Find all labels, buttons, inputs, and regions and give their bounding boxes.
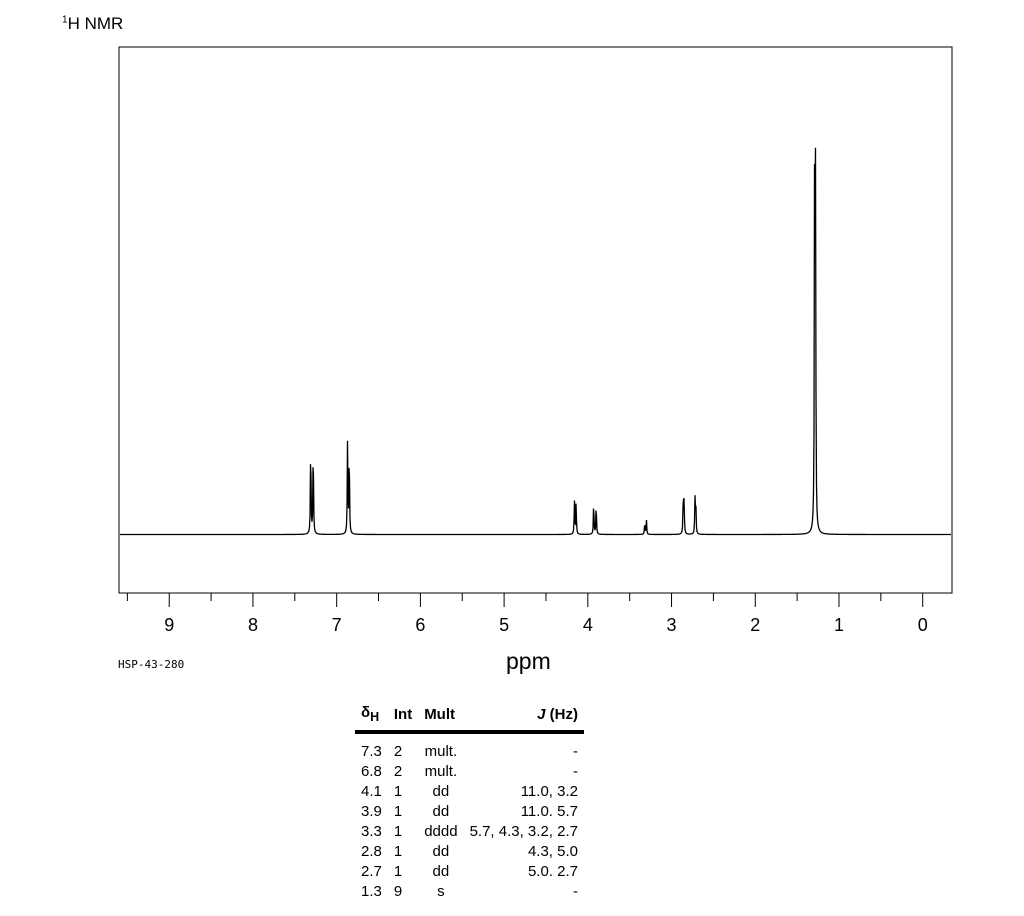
x-tick-label: 9 <box>164 615 174 635</box>
x-tick-label: 4 <box>583 615 593 635</box>
cell-j: 5.7, 4.3, 3.2, 2.7 <box>469 823 578 840</box>
cell-shift: 3.9 <box>361 803 382 820</box>
x-tick-label: 6 <box>415 615 425 635</box>
table-row: 6.8 2 mult. - <box>355 762 584 782</box>
cell-shift: 2.8 <box>361 843 382 860</box>
x-tick-label: 8 <box>248 615 258 635</box>
cell-mult: dd <box>432 803 450 820</box>
peak-table: δH Int Mult J (Hz) 7.3 2 mult. - 6.8 2 mult. - 4… <box>355 704 584 902</box>
cell-j: - <box>572 763 578 780</box>
table-row: 1.3 9 s - <box>355 882 584 902</box>
table-row: 2.8 1 dd 4.3, 5.0 <box>355 842 584 862</box>
header-int: Int <box>387 704 419 734</box>
cell-shift: 3.3 <box>361 823 382 840</box>
cell-shift: 2.7 <box>361 863 382 880</box>
title-text: H NMR <box>67 14 124 33</box>
sample-id: HSP-43-280 <box>118 658 185 671</box>
cell-int: 2 <box>393 743 403 760</box>
cell-j: - <box>572 743 578 760</box>
table-row: 7.3 2 mult. - <box>355 732 584 762</box>
x-tick-label: 5 <box>499 615 509 635</box>
x-tick-label: 1 <box>834 615 844 635</box>
header-shift-symbol: δ <box>361 704 371 721</box>
x-tick-label: 7 <box>332 615 342 635</box>
x-axis-label: ppm <box>506 648 551 674</box>
header-j-unit: (Hz) <box>545 705 578 723</box>
cell-mult: s <box>437 883 445 900</box>
cell-int: 1 <box>393 863 403 880</box>
header-j: J (Hz) <box>463 704 584 734</box>
title-superscript: 1 <box>62 14 68 26</box>
cell-mult: dd <box>432 783 450 800</box>
table-row: 2.7 1 dd 5.0. 2.7 <box>355 862 584 882</box>
x-tick-label: 2 <box>750 615 760 635</box>
cell-int: 1 <box>393 823 403 840</box>
cell-j: 5.0. 2.7 <box>527 863 578 880</box>
header-shift-subscript: H <box>370 710 380 724</box>
header-mult: Mult <box>418 704 464 734</box>
cell-int: 2 <box>393 763 403 780</box>
cell-int: 9 <box>393 883 403 900</box>
header-shift: δH <box>355 704 388 734</box>
cell-int: 1 <box>393 783 403 800</box>
cell-j: 4.3, 5.0 <box>527 843 578 860</box>
nmr-spectrum: 9 8 7 6 5 4 3 2 1 0 <box>118 46 953 635</box>
cell-int: 1 <box>393 803 403 820</box>
header-j-symbol: J <box>537 705 546 723</box>
chart-title: 1H NMR <box>62 14 123 34</box>
cell-shift: 1.3 <box>361 883 382 900</box>
x-tick-label: 0 <box>918 615 928 635</box>
cell-mult: dddd <box>424 823 458 840</box>
cell-shift: 7.3 <box>361 743 382 760</box>
cell-j: - <box>572 883 578 900</box>
cell-j: 11.0, 3.2 <box>520 783 578 800</box>
table-body: 7.3 2 mult. - 6.8 2 mult. - 4.1 1 dd 11.0, 3.2 3.9 1 d… <box>355 732 584 902</box>
cell-mult: mult. <box>424 743 458 760</box>
x-tick-label: 3 <box>667 615 677 635</box>
plot-frame <box>118 46 953 594</box>
cell-shift: 6.8 <box>361 763 382 780</box>
cell-j: 11.0. 5.7 <box>520 803 578 820</box>
spectrum-trace <box>120 147 951 536</box>
table-row: 3.9 1 dd 11.0. 5.7 <box>355 802 584 822</box>
cell-int: 1 <box>393 843 403 860</box>
x-axis: 9 8 7 6 5 4 3 2 1 0 <box>126 593 928 635</box>
cell-mult: dd <box>432 843 450 860</box>
table-row: 3.3 1 dddd 5.7, 4.3, 3.2, 2.7 <box>355 822 584 842</box>
cell-shift: 4.1 <box>361 783 382 800</box>
table-row: 4.1 1 dd 11.0, 3.2 <box>355 782 584 802</box>
table-header-row: δH Int Mult J (Hz) <box>355 704 584 734</box>
cell-mult: mult. <box>424 763 458 780</box>
cell-mult: dd <box>432 863 450 880</box>
